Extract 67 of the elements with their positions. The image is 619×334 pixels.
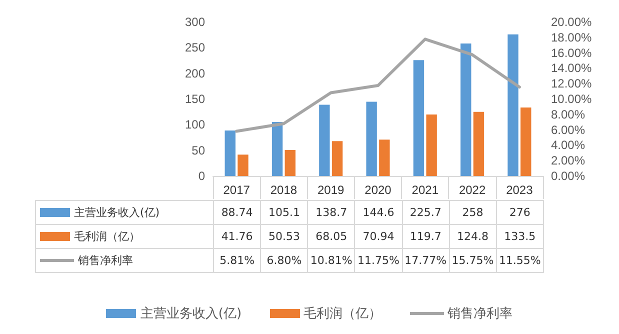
bar xyxy=(272,122,283,176)
data-label: 225.7 xyxy=(402,200,450,224)
x-tick-label: 2019 xyxy=(318,183,345,197)
y-tick-label: 150 xyxy=(184,92,206,106)
y2-tick-label: 6.00% xyxy=(551,122,586,137)
data-label: 88.74 xyxy=(214,200,261,224)
y-tick-label: 300 xyxy=(184,15,206,29)
data-label: 258 xyxy=(449,200,496,224)
y2-tick-label: 16.00% xyxy=(551,46,592,60)
data-label: 15.75% xyxy=(449,248,496,272)
bar xyxy=(473,112,484,176)
bar xyxy=(366,102,377,176)
data-label: 6.80% xyxy=(260,248,308,272)
data-label: 11.75% xyxy=(354,248,402,272)
bar xyxy=(332,141,343,176)
line-series xyxy=(235,38,521,133)
data-label: 68.05 xyxy=(308,224,355,248)
y2-tick-label: 0.00% xyxy=(551,169,586,183)
y-tick-label: 100 xyxy=(184,118,206,132)
bar xyxy=(284,150,296,176)
y-tick-label: 0 xyxy=(198,169,206,183)
legend-label: 销售净利率 xyxy=(78,254,133,267)
y2-tick-label: 8.00% xyxy=(551,107,586,122)
legend-label: 主营业务收入(亿) xyxy=(74,206,160,219)
y2-tick-label: 18.00% xyxy=(551,30,592,44)
data-label: 17.77% xyxy=(402,248,450,272)
data-label: 105.1 xyxy=(260,200,308,224)
bar xyxy=(426,114,437,176)
y2-tick-label: 14.00% xyxy=(551,61,592,76)
text: 主营业务收入(亿) xyxy=(140,306,242,321)
data-label: 124.8 xyxy=(449,224,496,248)
y2-tick-label: 2.00% xyxy=(551,154,586,168)
y-tick-label: 50 xyxy=(192,143,206,158)
text: 销售净利率 xyxy=(448,306,513,321)
y2-tick-label: 10.00% xyxy=(551,92,592,106)
data-label: 11.55% xyxy=(496,248,544,272)
bar xyxy=(508,34,518,176)
bar xyxy=(238,154,248,176)
x-tick-label: 2021 xyxy=(412,183,439,197)
data-label: 119.7 xyxy=(402,224,450,248)
bar xyxy=(319,104,330,176)
bar xyxy=(224,130,236,176)
data-label: 5.81% xyxy=(214,248,261,272)
y2-tick-label: 20.00% xyxy=(551,15,592,29)
data-label: 133.5 xyxy=(496,224,544,248)
data-label: 144.6 xyxy=(354,200,402,224)
bar xyxy=(520,107,532,176)
bar xyxy=(413,60,424,176)
y2-tick-label: 12.00% xyxy=(551,76,592,91)
x-tick-label: 2022 xyxy=(458,183,486,197)
legend-label: 毛利润（亿） xyxy=(74,230,140,243)
y2-tick-label: 4.00% xyxy=(551,138,586,152)
y-tick-label: 250 xyxy=(184,40,206,55)
bar xyxy=(460,44,472,176)
data-label: 70.94 xyxy=(354,224,402,248)
text: 毛利润（亿） xyxy=(304,306,382,321)
bar xyxy=(379,140,390,176)
x-tick-label: 2023 xyxy=(506,183,534,197)
data-label: 50.53 xyxy=(260,224,308,248)
x-tick-label: 2018 xyxy=(270,183,298,197)
data-label: 10.81% xyxy=(308,248,355,272)
x-tick-label: 2017 xyxy=(223,183,250,197)
y-tick-label: 200 xyxy=(184,66,206,80)
data-label: 41.76 xyxy=(214,224,261,248)
data-label: 138.7 xyxy=(308,200,355,224)
data-label: 276 xyxy=(496,200,544,224)
x-tick-label: 2020 xyxy=(364,183,392,197)
